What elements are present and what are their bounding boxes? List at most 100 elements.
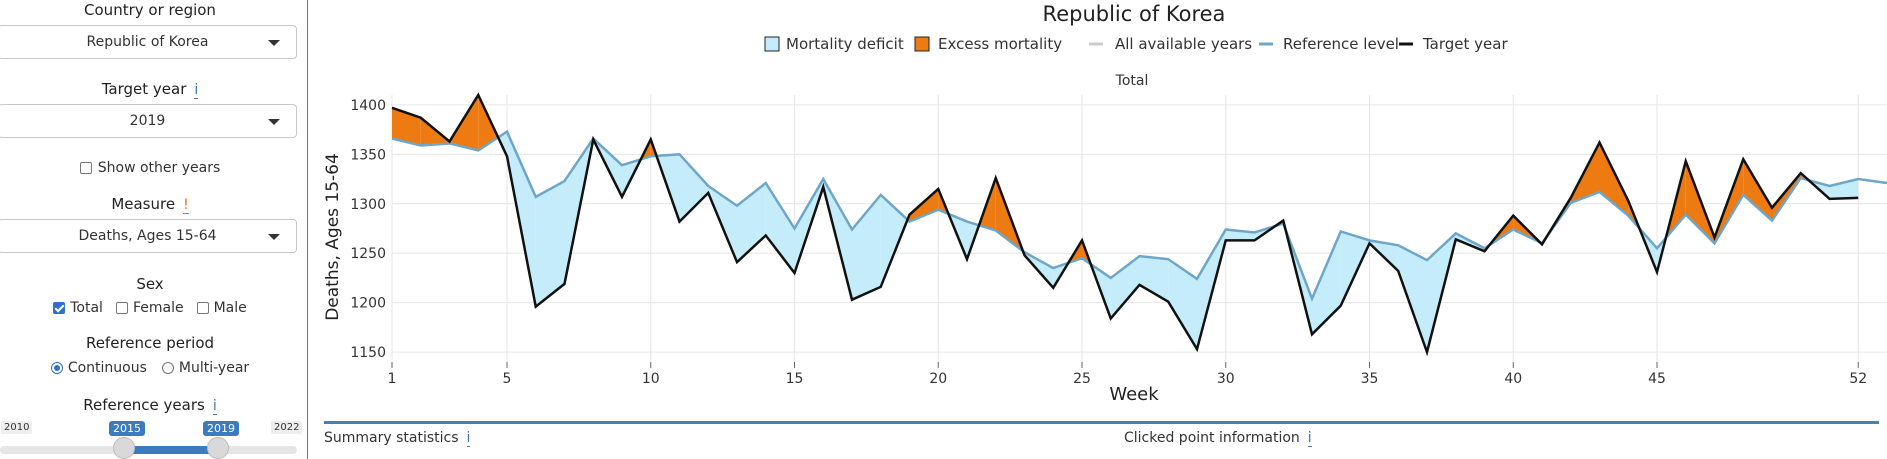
sex-male-label: Male: [213, 300, 247, 316]
deficit-area: [737, 183, 766, 263]
x-tick-label: 5: [503, 371, 512, 387]
show-other-years-checkbox[interactable]: [79, 162, 92, 174]
deficit-area: [765, 183, 795, 273]
y-tick-label: 1400: [350, 98, 386, 114]
info-icon[interactable]: i: [212, 398, 217, 415]
continuous-radio[interactable]: [50, 362, 63, 374]
x-tick-label: 35: [1361, 371, 1379, 387]
chart-subtitle: Total: [1115, 73, 1149, 89]
x-tick-label: 45: [1648, 371, 1666, 387]
chevron-down-icon: [268, 119, 280, 125]
continuous-label: Continuous: [67, 360, 147, 376]
deficit-area: [1139, 256, 1169, 302]
deficit-area: [880, 194, 908, 287]
excess-area: [392, 107, 421, 146]
warning-icon[interactable]: !: [183, 197, 189, 214]
x-tick-label: 52: [1849, 371, 1867, 387]
deficit-area: [535, 181, 565, 307]
legend-deficit-label[interactable]: Mortality deficit: [786, 35, 904, 53]
y-tick-label: 1200: [350, 296, 386, 312]
reference-period-label: Reference period: [85, 334, 215, 352]
show-other-years-label: Show other years: [97, 160, 221, 176]
excess-area: [909, 188, 939, 222]
x-tick-label: 40: [1504, 371, 1522, 387]
legend-excess-label[interactable]: Excess mortality: [938, 35, 1062, 53]
info-icon[interactable]: i: [194, 82, 199, 99]
controls-sidebar: Country or region Republic of Korea Targ…: [0, 0, 308, 459]
y-axis-ticks: 1150 1200 1250 1300 1350 1400: [350, 98, 386, 361]
info-icon[interactable]: i: [466, 430, 471, 447]
deficit-area: [679, 154, 709, 222]
summary-statistics-label[interactable]: Summary statistics i: [324, 430, 471, 447]
deficit-area: [1110, 256, 1140, 319]
deficit-area: [1829, 179, 1859, 199]
clicked-point-text: Clicked point information: [1124, 430, 1300, 446]
x-tick-label: 30: [1217, 371, 1235, 387]
deficit-area: [1398, 245, 1427, 353]
slider-to-handle[interactable]: [207, 437, 229, 459]
y-tick-label: 1300: [350, 197, 386, 213]
mortality-chart[interactable]: Republic of Korea Mortality deficit Exce…: [308, 0, 1887, 415]
measure-select[interactable]: Deaths, Ages 15-64: [0, 219, 297, 253]
deficit-area: [1254, 225, 1276, 241]
series-lines: [391, 92, 1887, 357]
country-select-value: Republic of Korea: [86, 34, 209, 50]
sex-female-checkbox[interactable]: [115, 302, 128, 314]
target-year-select[interactable]: 2019: [0, 104, 297, 138]
target-year-select-value: 2019: [129, 113, 166, 129]
slider-max-label: 2022: [271, 421, 303, 434]
excess-area: [1743, 159, 1772, 221]
sex-options: Total Female Male: [0, 300, 300, 316]
country-label: Country or region: [84, 1, 216, 19]
target-year-line[interactable]: [391, 92, 1859, 357]
slider-from-handle[interactable]: [113, 437, 135, 459]
legend: Mortality deficit Excess mortality All a…: [764, 35, 1508, 53]
y-tick-label: 1150: [350, 345, 386, 361]
x-tick-label: 10: [642, 371, 660, 387]
sex-total-label: Total: [70, 300, 103, 316]
deficit-area: [1168, 259, 1197, 350]
grid: [391, 95, 1887, 362]
reference-years-label-text: Reference years: [83, 396, 205, 414]
measure-select-value: Deaths, Ages 15-64: [78, 228, 217, 244]
show-other-years-row[interactable]: Show other years: [0, 160, 300, 176]
target-year-label-text: Target year: [101, 80, 187, 98]
chart-title: Republic of Korea: [1043, 2, 1226, 26]
clicked-point-label[interactable]: Clicked point information i: [1124, 430, 1312, 447]
sex-female-label: Female: [132, 300, 184, 316]
measure-label: Measure!: [0, 195, 300, 214]
chevron-down-icon: [268, 40, 280, 46]
info-icon[interactable]: i: [1307, 430, 1312, 447]
deficit-area: [1312, 231, 1341, 335]
legend-reference-label[interactable]: Reference level: [1283, 35, 1399, 53]
reference-years-label: Reference years i: [0, 396, 300, 415]
target-year-label: Target year i: [0, 80, 300, 99]
chevron-down-icon: [268, 234, 280, 240]
summary-statistics-text: Summary statistics: [324, 430, 459, 446]
multi-year-label: Multi-year: [178, 360, 250, 376]
y-tick-label: 1250: [350, 246, 386, 262]
measure-label-text: Measure: [111, 195, 176, 213]
sex-label: Sex: [136, 275, 164, 293]
x-tick-label: 15: [786, 371, 804, 387]
x-tick-label: 25: [1073, 371, 1091, 387]
legend-excess-swatch[interactable]: [914, 36, 930, 52]
sex-male-checkbox[interactable]: [196, 302, 209, 314]
multi-year-radio[interactable]: [161, 362, 174, 374]
legend-deficit-swatch[interactable]: [764, 36, 780, 52]
legend-target-label[interactable]: Target year: [1422, 35, 1508, 53]
x-tick-label: 20: [929, 371, 947, 387]
reference-period-options: Continuous Multi-year: [0, 360, 300, 376]
country-select[interactable]: Republic of Korea: [0, 25, 297, 59]
slider-to-label: 2019: [203, 421, 239, 436]
excess-area: [478, 95, 499, 151]
legend-all-years-label[interactable]: All available years: [1115, 35, 1252, 53]
y-axis-label: Deaths, Ages 15-64: [323, 153, 343, 321]
slider-range: [124, 446, 217, 454]
y-tick-label: 1350: [350, 147, 386, 163]
slider-from-label: 2015: [109, 421, 145, 436]
sex-total-checkbox[interactable]: [53, 302, 66, 314]
x-tick-label: 1: [388, 371, 397, 387]
slider-min-label: 2010: [1, 421, 33, 434]
x-axis-label: Week: [1109, 384, 1159, 405]
